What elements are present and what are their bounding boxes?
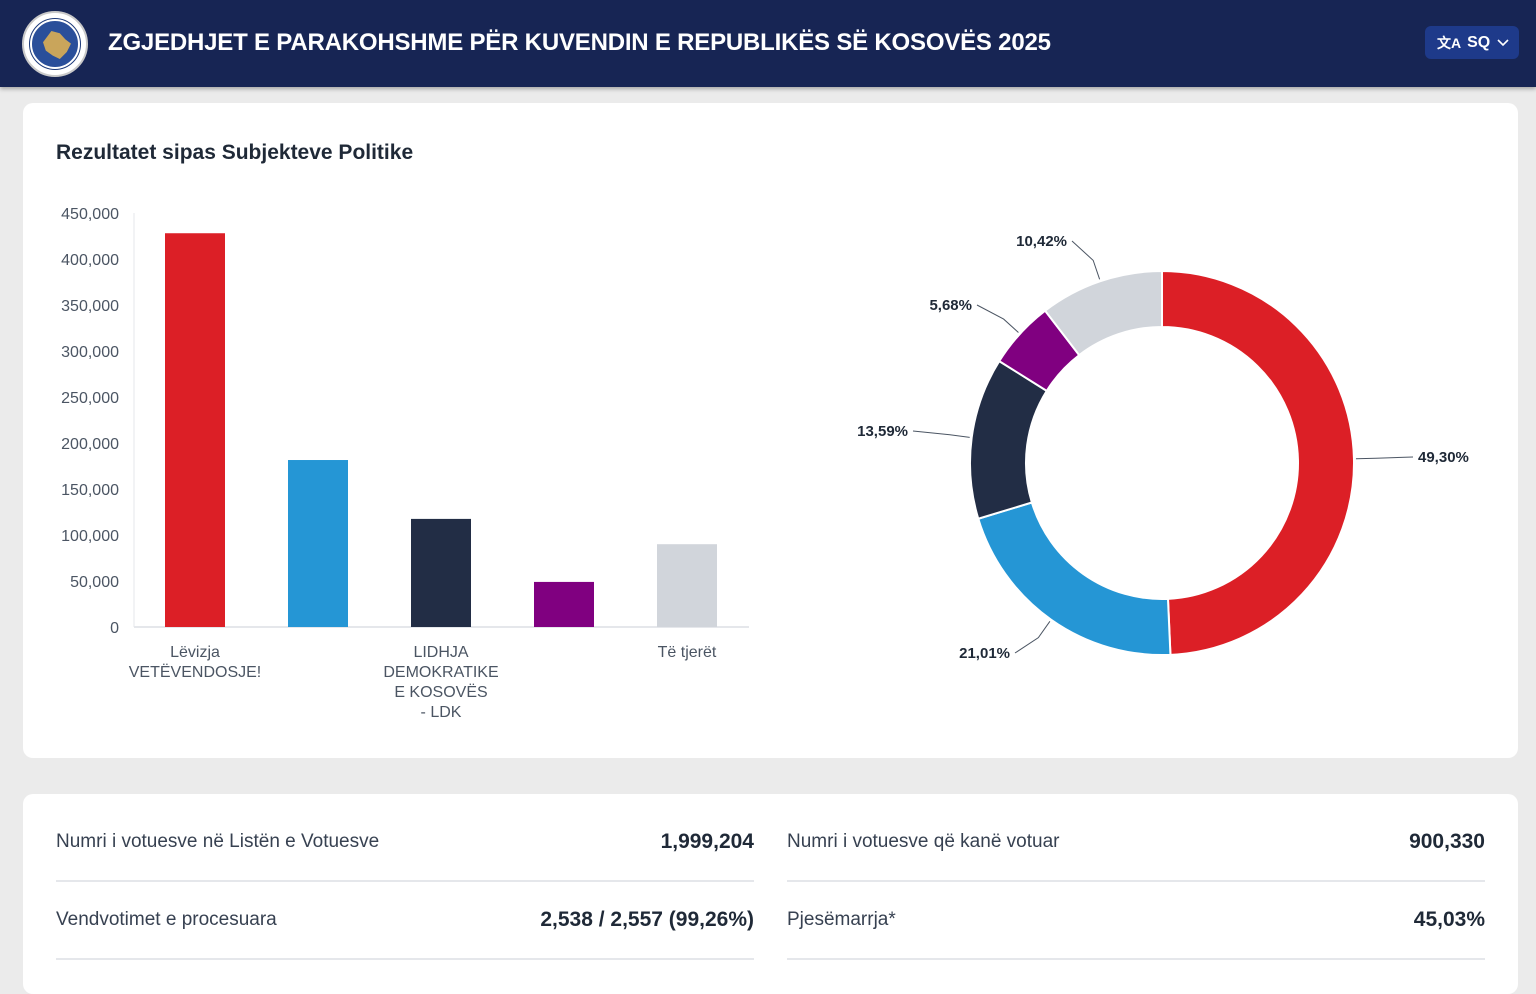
slice-label: 13,59% (857, 423, 908, 440)
stat-polling-stations: Vendvotimet e procesuara 2,538 / 2,557 (9… (56, 882, 754, 960)
leader-line (1014, 621, 1051, 654)
x-tick-label: DEMOKRATIKE (383, 664, 498, 681)
donut-slice[interactable] (977, 501, 1172, 656)
y-tick-label: 400,000 (61, 252, 119, 269)
results-title: Rezultatet sipas Subjekteve Politike (56, 141, 414, 164)
x-tick-label: VETËVENDOSJE! (129, 663, 261, 681)
slice-label: 5,68% (929, 297, 972, 314)
slice-label: 49,30% (1418, 449, 1469, 466)
bar[interactable] (534, 581, 594, 627)
stats-card: Numri i votuesve në Listën e Votuesve 1,9… (23, 794, 1518, 994)
donut-chart: 49,30% 21,01% 13,59% 5,68% 10,42% (857, 233, 1469, 662)
translate-icon: 文A (1437, 34, 1462, 51)
slice-label: 21,01% (959, 645, 1010, 662)
y-tick-label: 0 (110, 620, 119, 637)
stat-voted: Numri i votuesve që kanë votuar 900,330 (787, 804, 1485, 882)
bar[interactable] (288, 460, 348, 627)
leader-line (1071, 240, 1101, 280)
leader-line (976, 304, 1019, 333)
y-tick-label: 350,000 (61, 298, 119, 315)
language-selector[interactable]: 文A SQ (1425, 26, 1519, 59)
bar[interactable] (411, 518, 471, 627)
y-tick-label: 250,000 (61, 390, 119, 407)
stat-registered-voters: Numri i votuesve në Listën e Votuesve 1,9… (56, 804, 754, 882)
stat-label: Pjesëmarrja* (787, 909, 896, 930)
bar[interactable] (657, 544, 717, 627)
stat-turnout: Pjesëmarrja* 45,03% (787, 882, 1485, 960)
chevron-down-icon (1497, 38, 1509, 46)
y-tick-label: 300,000 (61, 344, 119, 361)
stat-value: 900,330 (1409, 830, 1485, 853)
page-title: ZGJEDHJET E PARAKOHSHME PËR KUVENDIN E R… (108, 29, 1051, 56)
x-tick-label: Të tjerët (658, 644, 717, 661)
bar-chart: 0 50,000 100,000 150,000 200,000 250,000 300,0… (61, 206, 749, 721)
stat-value: 45,03% (1413, 908, 1485, 931)
language-label: SQ (1467, 33, 1491, 51)
slice-label: 10,42% (1016, 233, 1067, 250)
logo[interactable] (22, 11, 88, 77)
donut-slice[interactable] (1043, 269, 1163, 357)
x-tick-label: - LDK (421, 704, 462, 721)
y-tick-label: 450,000 (61, 206, 119, 223)
y-tick-label: 50,000 (70, 574, 119, 591)
y-tick-label: 150,000 (61, 482, 119, 499)
x-tick-label: E KOSOVËS (394, 683, 487, 701)
donut-slice[interactable] (1161, 269, 1355, 656)
x-tick-label: LIDHJA (413, 644, 468, 661)
stat-label: Vendvotimet e procesuara (56, 909, 277, 930)
header: ZGJEDHJET E PARAKOHSHME PËR KUVENDIN E R… (0, 0, 1536, 87)
y-tick-label: 200,000 (61, 436, 119, 453)
leader-line (1355, 456, 1414, 460)
bar[interactable] (165, 233, 225, 628)
stat-label: Numri i votuesve në Listën e Votuesve (56, 831, 380, 852)
stat-value: 2,538 / 2,557 (99,26%) (540, 908, 754, 931)
stat-value: 1,999,204 (660, 830, 754, 853)
x-tick-label: Lëvizja (170, 644, 220, 661)
stat-label: Numri i votuesve që kanë votuar (787, 831, 1060, 852)
results-card: Rezultatet sipas Subjekteve Politike 0 50… (23, 103, 1518, 758)
leader-line (912, 430, 970, 438)
y-tick-label: 100,000 (61, 528, 119, 545)
